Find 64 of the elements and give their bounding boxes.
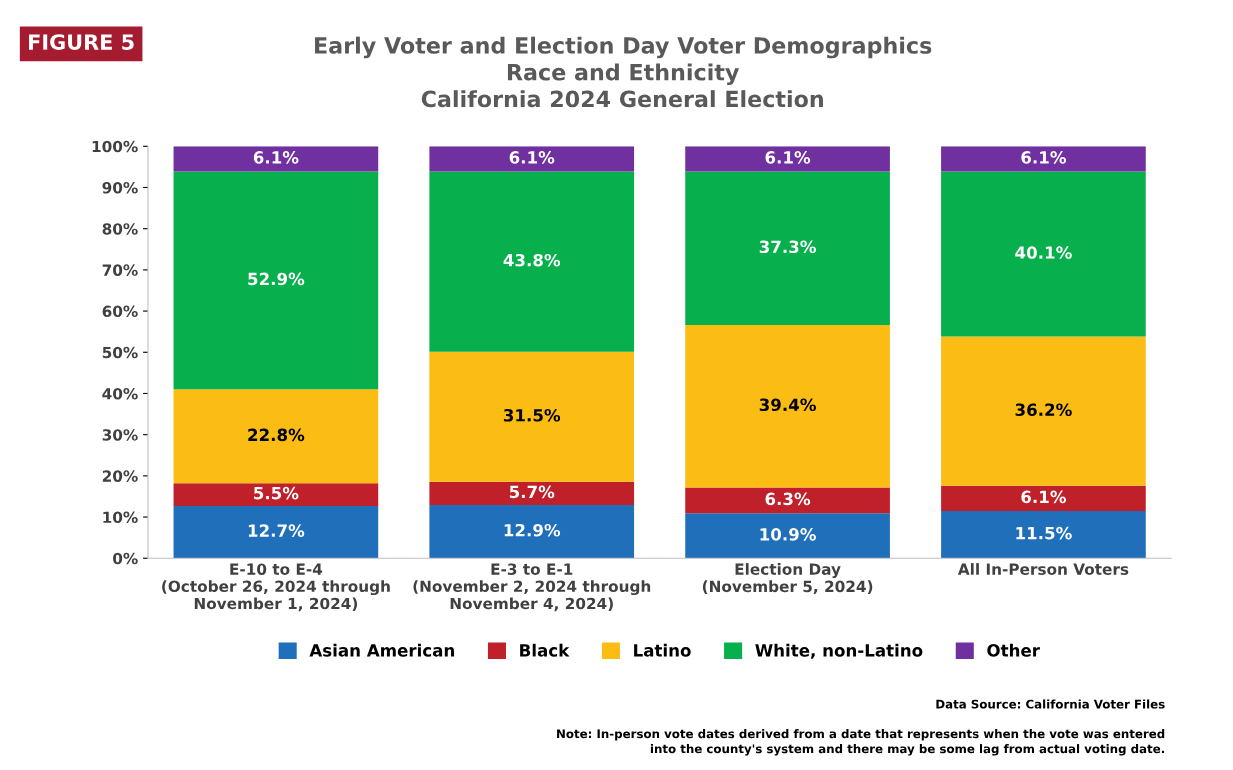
bar <box>173 483 379 506</box>
bar <box>685 171 890 326</box>
data-label: 6.1% <box>1021 490 1067 504</box>
bar <box>685 513 890 559</box>
legend-label: Latino <box>634 643 691 657</box>
bar <box>685 325 890 488</box>
data-label: 52.9% <box>248 272 305 286</box>
bar <box>685 146 890 172</box>
data-label: 40.1% <box>1015 246 1072 259</box>
y-tick-label: 80% <box>102 223 138 235</box>
bar <box>941 171 1146 337</box>
legend-label: Asian American <box>309 643 454 657</box>
data-label: 6.1% <box>1021 151 1067 164</box>
bar <box>173 389 379 484</box>
caption: FIGURE 5 <box>29 34 134 50</box>
bar <box>173 505 379 559</box>
data-label: 31.5% <box>503 408 561 422</box>
bar <box>429 351 635 482</box>
bar <box>429 171 635 352</box>
x-tick-label: All In-Person Voters <box>957 563 1129 575</box>
data-label: 5.7% <box>509 485 555 499</box>
legend-label: Other <box>987 643 1040 657</box>
bar <box>941 336 1146 486</box>
chart-title: Early Voter and Election Day Voter Demographics Race and Ethnicity California 2024 General Election <box>315 36 932 108</box>
bar <box>941 485 1146 511</box>
x-tick-label: E-3 to E-1 (November 2, 2024 through November 4, 2024) <box>413 563 651 612</box>
y-tick-label: 60% <box>102 305 138 318</box>
bar <box>429 481 635 506</box>
y-tick-label: 30% <box>102 429 138 441</box>
x-tick-label: Election Day (November 5, 2024) <box>702 563 873 595</box>
bar <box>429 505 635 559</box>
data-label: 11.5% <box>1016 526 1072 540</box>
bar <box>429 146 635 172</box>
data-label: 6.1% <box>765 151 811 164</box>
data-label: 6.3% <box>765 492 811 506</box>
data-label: 10.9% <box>760 528 816 541</box>
data-label: 12.7% <box>248 524 305 537</box>
y-tick-label: 70% <box>102 264 138 276</box>
legend-label: White, non-Latino <box>755 643 923 659</box>
data-label: 39.4% <box>759 398 816 412</box>
bar <box>173 171 379 390</box>
y-tick-label: 90% <box>102 181 138 194</box>
data-label: 22.8% <box>248 428 305 442</box>
bar <box>685 487 890 514</box>
data-label: 43.8% <box>503 253 561 267</box>
bar <box>173 146 379 172</box>
source-note: Data Source: California Voter Files <box>936 699 1165 709</box>
bar <box>941 510 1146 559</box>
legend-label: Black <box>520 643 570 657</box>
y-tick-label: 100% <box>92 140 138 153</box>
data-label: 5.5% <box>254 486 299 500</box>
data-label: 37.3% <box>759 240 816 254</box>
y-tick-label: 10% <box>103 511 138 524</box>
y-tick-label: 20% <box>102 470 138 482</box>
y-tick-label: 50% <box>102 346 138 359</box>
bar <box>941 146 1146 172</box>
data-label: 6.1% <box>253 151 299 164</box>
data-label: 6.1% <box>509 151 555 164</box>
text: Note: In-person vote dates derived from a date that represents when the vote was entered into the county's system and there may be some lag from actual voting date. <box>557 729 1165 756</box>
y-tick-label: 40% <box>102 387 138 400</box>
y-tick-label: 0% <box>113 552 138 565</box>
x-tick-label: E-10 to E-4 (October 26, 2024 through November 1, 2024) <box>162 563 390 612</box>
data-label: 12.9% <box>504 523 561 537</box>
data-label: 36.2% <box>1015 403 1072 417</box>
